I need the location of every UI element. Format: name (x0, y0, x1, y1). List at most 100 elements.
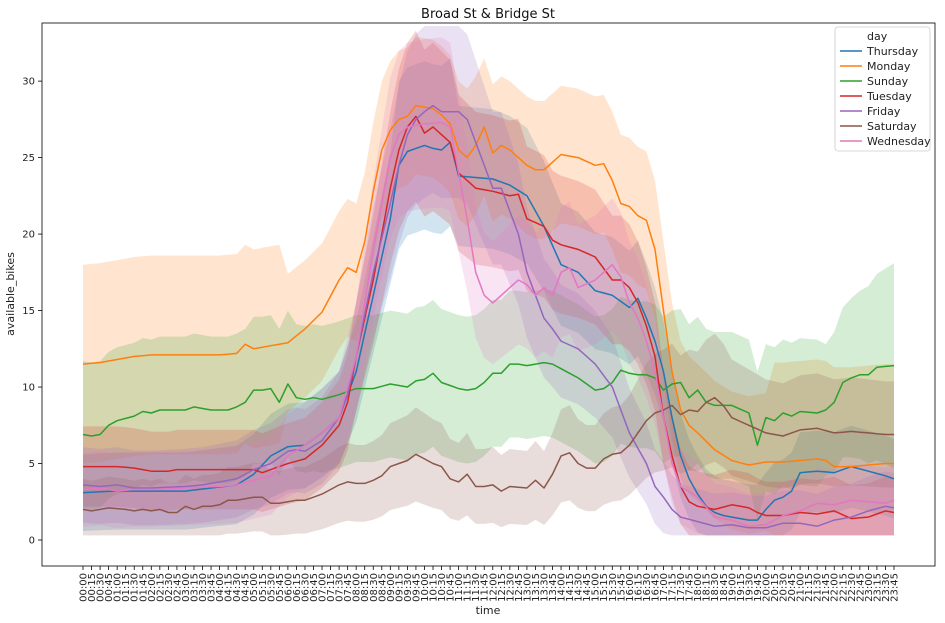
x-tick-label: 02:45 (172, 573, 183, 602)
legend-label-saturday: Saturday (867, 120, 917, 133)
x-tick-label: 13:15 (531, 573, 542, 602)
x-tick-label: 20:00 (761, 573, 772, 602)
y-tick-label: 25 (22, 153, 35, 164)
x-tick-label: 07:15 (326, 573, 337, 602)
legend-title: day (867, 30, 888, 43)
x-tick-label: 15:00 (591, 573, 602, 602)
x-tick-label: 21:15 (804, 573, 815, 602)
x-tick-label: 14:00 (557, 573, 568, 602)
x-tick-label: 08:30 (369, 573, 380, 602)
y-axis: 0 5 10 15 20 25 30 (22, 77, 42, 546)
series-line-sunday (82, 361, 895, 446)
y-axis-title: available_bikes (4, 252, 17, 336)
band-tuesday (83, 30, 894, 536)
x-tick-label: 10:30 (437, 573, 448, 602)
x-tick-label: 08:15 (360, 573, 371, 602)
x-tick-label: 05:30 (266, 573, 277, 602)
x-tick-label: 17:45 (685, 573, 696, 602)
x-tick-label: 07:45 (343, 573, 354, 602)
band-saturday (83, 333, 894, 536)
x-tick-label: 04:45 (241, 573, 252, 602)
y-tick-label: 10 (22, 383, 35, 394)
x-tick-label: 11:00 (454, 573, 465, 602)
x-tick-label: 15:15 (599, 573, 610, 602)
x-tick-label: 19:30 (744, 573, 755, 602)
band-friday (83, 26, 894, 536)
legend-label-friday: Friday (867, 105, 901, 118)
x-tick-label: 10:00 (420, 573, 431, 602)
x-tick-label: 21:45 (821, 573, 832, 602)
x-tick-label: 19:15 (736, 573, 747, 602)
x-tick-label: 10:15 (429, 573, 440, 602)
legend-label-wednesday: Wednesday (867, 135, 931, 148)
series-line-saturday (82, 396, 894, 514)
x-tick-label: 17:15 (668, 573, 679, 602)
x-tick-label: 11:30 (471, 573, 482, 602)
y-tick-label: 5 (29, 459, 35, 470)
x-tick-label: 23:15 (872, 573, 883, 602)
x-tick-label: 01:45 (138, 573, 149, 602)
x-tick-label: 02:00 (147, 573, 158, 602)
x-axis: 00:0000:1500:3000:4501:0001:1501:3001:45… (79, 566, 901, 602)
x-tick-label: 21:30 (813, 573, 824, 602)
x-tick-label: 16:45 (650, 573, 661, 602)
x-tick-label: 03:45 (207, 573, 218, 602)
x-tick-label: 04:30 (232, 573, 243, 602)
x-tick-label: 03:30 (198, 573, 209, 602)
x-tick-label: 08:45 (377, 573, 388, 602)
y-tick-label: 30 (22, 77, 35, 88)
x-tick-label: 06:45 (309, 573, 320, 602)
x-tick-label: 01:30 (130, 573, 141, 602)
series-line-wednesday (82, 121, 895, 527)
plot-frame (41, 22, 936, 567)
x-tick-label: 22:30 (847, 573, 858, 602)
legend-label-monday: Monday (867, 60, 911, 73)
x-tick-label: 15:30 (608, 573, 619, 602)
legend-label-sunday: Sunday (867, 75, 909, 88)
x-tick-label: 11:15 (463, 573, 474, 602)
series-lines (82, 104, 895, 529)
x-tick-label: 18:45 (719, 573, 730, 602)
x-tick-label: 23:30 (881, 573, 892, 602)
chart-title: Broad St & Bridge St (421, 7, 555, 22)
legend-frame (834, 26, 931, 152)
x-tick-label: 05:15 (258, 573, 269, 602)
x-tick-label: 04:00 (215, 573, 226, 602)
band-sunday (83, 263, 894, 519)
x-tick-label: 14:45 (582, 573, 593, 602)
x-tick-label: 18:30 (710, 573, 721, 602)
x-tick-label: 06:30 (300, 573, 311, 602)
x-tick-label: 12:45 (514, 573, 525, 602)
x-tick-label: 03:15 (189, 573, 200, 602)
x-tick-label: 00:30 (96, 573, 107, 602)
x-tick-label: 09:45 (411, 573, 422, 602)
x-tick-label: 14:15 (565, 573, 576, 602)
x-tick-label: 17:00 (659, 573, 670, 602)
x-tick-label: 00:15 (87, 573, 98, 602)
x-tick-label: 01:15 (121, 573, 132, 602)
legend: day Thursday Monday Sunday Tuesday Friday Satu… (834, 26, 931, 152)
x-tick-label: 11:45 (480, 573, 491, 602)
x-tick-label: 13:30 (539, 573, 550, 602)
x-tick-label: 22:45 (855, 573, 866, 602)
x-tick-label: 06:00 (283, 573, 294, 602)
legend-label-tuesday: Tuesday (866, 90, 912, 103)
x-tick-label: 07:30 (335, 573, 346, 602)
x-tick-label: 14:30 (574, 573, 585, 602)
x-tick-label: 09:30 (403, 573, 414, 602)
x-tick-label: 13:45 (548, 573, 559, 602)
x-tick-label: 01:00 (113, 573, 124, 602)
x-tick-label: 12:00 (488, 573, 499, 602)
legend-label-thursday: Thursday (866, 45, 919, 58)
x-tick-label: 02:30 (164, 573, 175, 602)
x-tick-label: 18:00 (693, 573, 704, 602)
y-tick-label: 0 (29, 535, 35, 546)
x-tick-label: 07:00 (318, 573, 329, 602)
y-tick-label: 20 (22, 230, 35, 241)
x-tick-label: 21:00 (796, 573, 807, 602)
x-tick-label: 16:30 (642, 573, 653, 602)
x-tick-label: 00:00 (79, 573, 90, 602)
series-line-friday (82, 104, 895, 529)
x-tick-label: 20:45 (787, 573, 798, 602)
